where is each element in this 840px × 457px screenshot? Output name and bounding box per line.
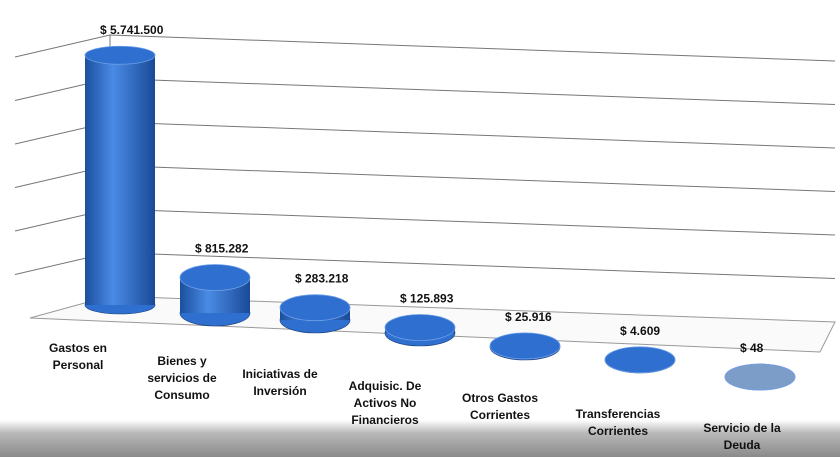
- bar-top: [84, 45, 156, 65]
- bar-top: [724, 363, 796, 391]
- value-label: $ 48: [740, 341, 764, 355]
- bar-body: [85, 55, 155, 305]
- value-label: $ 4.609: [620, 324, 660, 338]
- x-tick-label: Bienes y servicios de Consumo: [147, 354, 217, 402]
- x-tick-label: Gastos en Personal: [49, 341, 107, 372]
- value-label: $ 283.218: [295, 272, 349, 286]
- bar-top: [604, 346, 676, 374]
- x-tick-label: Adquisic. De Activos No Financieros: [349, 379, 422, 427]
- value-label: $ 25.916: [505, 310, 552, 324]
- bar-top: [384, 314, 456, 341]
- value-label: $ 125.893: [400, 292, 454, 306]
- bar-top: [489, 332, 561, 360]
- x-tick-label: Servicio de la Deuda: [703, 421, 781, 452]
- bar: [179, 264, 251, 327]
- bar: [279, 294, 351, 334]
- bar-top: [279, 294, 351, 322]
- value-label: $ 815.282: [195, 242, 249, 256]
- bar: [489, 332, 561, 361]
- bar: [384, 314, 456, 347]
- x-tick-label: Iniciativas de Inversión: [242, 367, 318, 398]
- bar-top: [179, 264, 251, 291]
- bar: [724, 363, 796, 391]
- x-tick-label: Transferencias Corrientes: [576, 407, 661, 438]
- bar: [84, 45, 156, 315]
- bar: [604, 346, 676, 374]
- background-strip: [0, 420, 840, 457]
- x-tick-label: Otros Gastos Corrientes: [462, 391, 538, 422]
- value-label: $ 5.741.500: [100, 23, 164, 37]
